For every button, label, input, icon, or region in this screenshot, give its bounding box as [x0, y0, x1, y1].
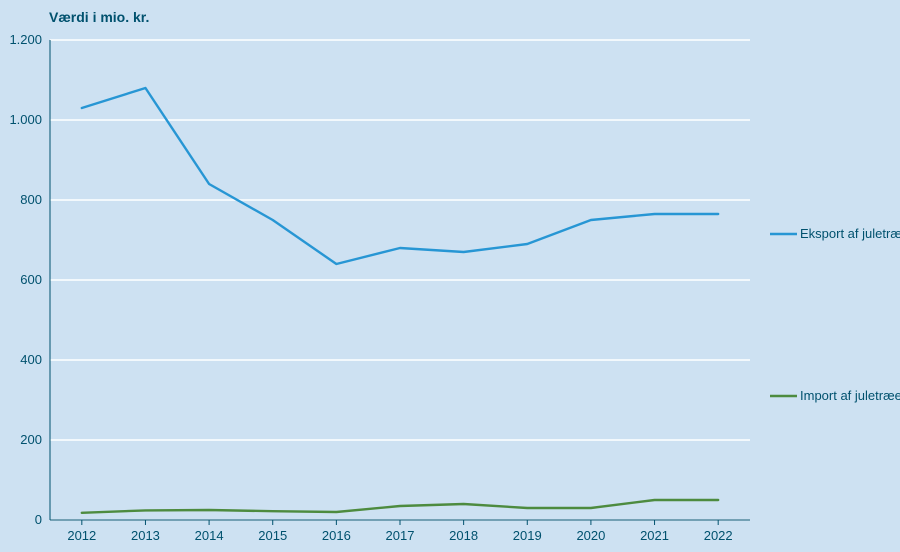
x-axis-label: 2020: [576, 528, 605, 543]
y-axis-label: 800: [20, 192, 42, 207]
x-axis-label: 2015: [258, 528, 287, 543]
x-axis-label: 2014: [195, 528, 224, 543]
y-axis-label: 1.200: [9, 32, 42, 47]
x-axis-label: 2017: [386, 528, 415, 543]
y-axis-label: 1.000: [9, 112, 42, 127]
x-axis-label: 2013: [131, 528, 160, 543]
line-chart: 0 200 400 600 800 1.000 1.200 2012 2013 2014 2015 2…: [0, 0, 900, 552]
x-axis-label: 2019: [513, 528, 542, 543]
y-axis-label: 200: [20, 432, 42, 447]
legend-label: Import af juletræer: [800, 388, 900, 403]
x-axis-label: 2012: [67, 528, 96, 543]
x-axis-label: 2018: [449, 528, 478, 543]
chart-title: Værdi i mio. kr.: [49, 9, 149, 25]
legend-label: Eksport af juletræer: [800, 226, 900, 241]
y-axis-label: 0: [35, 512, 42, 527]
x-axis-label: 2021: [640, 528, 669, 543]
x-axis-label: 2022: [704, 528, 733, 543]
chart-background: [0, 0, 900, 552]
x-axis-label: 2016: [322, 528, 351, 543]
y-axis-label: 600: [20, 272, 42, 287]
y-axis-label: 400: [20, 352, 42, 367]
chart-container: 0 200 400 600 800 1.000 1.200 2012 2013 2014 2015 2…: [0, 0, 900, 552]
